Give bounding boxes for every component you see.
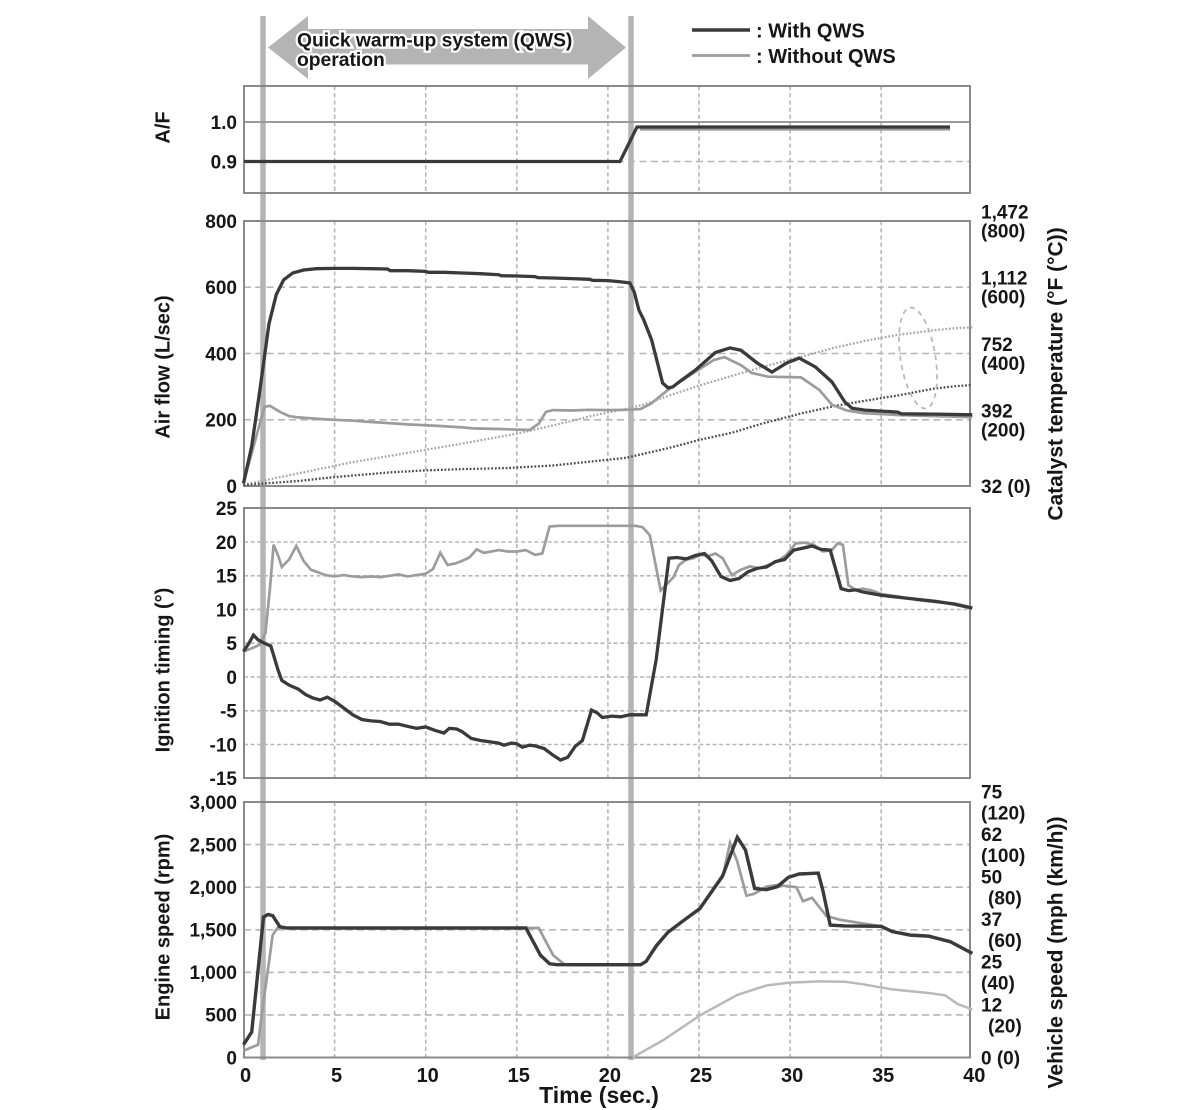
svg-text:1,000: 1,000 bbox=[189, 963, 237, 984]
svg-text:: With QWS: : With QWS bbox=[756, 20, 865, 42]
svg-text:Quick warm-up system (QWS): Quick warm-up system (QWS) bbox=[297, 31, 572, 52]
svg-text:752: 752 bbox=[981, 335, 1013, 356]
svg-text:Vehicle speed (mph (km/h)): Vehicle speed (mph (km/h)) bbox=[1045, 817, 1068, 1089]
svg-text:500: 500 bbox=[205, 1006, 237, 1027]
svg-text:1.0: 1.0 bbox=[211, 113, 237, 134]
svg-text:25: 25 bbox=[690, 1065, 712, 1087]
svg-text:(40): (40) bbox=[981, 974, 1015, 995]
svg-text:(800): (800) bbox=[981, 222, 1025, 243]
svg-text:0: 0 bbox=[240, 1065, 251, 1087]
svg-text:0: 0 bbox=[226, 668, 237, 689]
svg-text:Engine speed (rpm): Engine speed (rpm) bbox=[153, 834, 175, 1021]
svg-text:800: 800 bbox=[205, 212, 237, 233]
svg-text:0.9: 0.9 bbox=[211, 152, 237, 173]
svg-text:392: 392 bbox=[981, 401, 1013, 422]
svg-text:12: 12 bbox=[981, 995, 1002, 1016]
svg-text:5: 5 bbox=[226, 634, 237, 655]
svg-text:50: 50 bbox=[981, 868, 1002, 889]
svg-text:10: 10 bbox=[417, 1065, 439, 1087]
svg-text:operation: operation bbox=[297, 50, 385, 71]
svg-text:(100): (100) bbox=[981, 846, 1025, 867]
svg-text:(400): (400) bbox=[981, 354, 1025, 375]
svg-text:Time (sec.): Time (sec.) bbox=[539, 1082, 659, 1108]
svg-text:62: 62 bbox=[981, 825, 1002, 846]
svg-text:0: 0 bbox=[226, 1048, 237, 1069]
svg-text:Ignition timing (°): Ignition timing (°) bbox=[153, 588, 175, 753]
svg-text:(200): (200) bbox=[981, 420, 1025, 441]
svg-text:75: 75 bbox=[981, 782, 1003, 803]
svg-text:2,000: 2,000 bbox=[189, 878, 237, 899]
svg-text:400: 400 bbox=[205, 344, 237, 365]
svg-text:(120): (120) bbox=[981, 803, 1025, 824]
svg-text:Catalyst temperature (°F (°C)): Catalyst temperature (°F (°C)) bbox=[1045, 227, 1068, 520]
svg-text:(600): (600) bbox=[981, 288, 1025, 309]
svg-text:5: 5 bbox=[331, 1065, 342, 1087]
svg-text:25: 25 bbox=[216, 499, 238, 520]
svg-text:15: 15 bbox=[508, 1065, 530, 1087]
svg-text:0: 0 bbox=[226, 477, 237, 498]
svg-text:: Without QWS: : Without QWS bbox=[756, 46, 896, 68]
svg-text:-15: -15 bbox=[210, 769, 238, 790]
svg-text:200: 200 bbox=[205, 411, 237, 432]
svg-text:-5: -5 bbox=[220, 702, 237, 723]
svg-text:37: 37 bbox=[981, 910, 1002, 931]
svg-text:1,500: 1,500 bbox=[189, 921, 237, 942]
svg-text:(20): (20) bbox=[988, 1016, 1022, 1037]
svg-text:(60): (60) bbox=[988, 931, 1022, 952]
svg-text:A/F: A/F bbox=[153, 111, 175, 143]
svg-text:10: 10 bbox=[216, 600, 237, 621]
svg-text:32 (0): 32 (0) bbox=[981, 477, 1031, 498]
svg-text:30: 30 bbox=[781, 1065, 803, 1087]
svg-text:2,500: 2,500 bbox=[189, 835, 237, 856]
svg-text:25: 25 bbox=[981, 953, 1003, 974]
svg-text:Air flow (L/sec): Air flow (L/sec) bbox=[153, 295, 175, 438]
svg-text:1,112: 1,112 bbox=[981, 269, 1028, 290]
svg-text:1,472: 1,472 bbox=[981, 203, 1029, 224]
svg-text:(80): (80) bbox=[988, 889, 1022, 910]
svg-text:40: 40 bbox=[963, 1065, 985, 1087]
svg-text:0 (0): 0 (0) bbox=[981, 1048, 1020, 1069]
svg-text:600: 600 bbox=[205, 278, 237, 299]
svg-text:-10: -10 bbox=[210, 735, 237, 756]
svg-text:20: 20 bbox=[599, 1065, 621, 1087]
svg-text:20: 20 bbox=[216, 533, 237, 554]
svg-text:35: 35 bbox=[872, 1065, 894, 1087]
svg-text:3,000: 3,000 bbox=[189, 793, 237, 814]
svg-text:15: 15 bbox=[216, 567, 238, 588]
